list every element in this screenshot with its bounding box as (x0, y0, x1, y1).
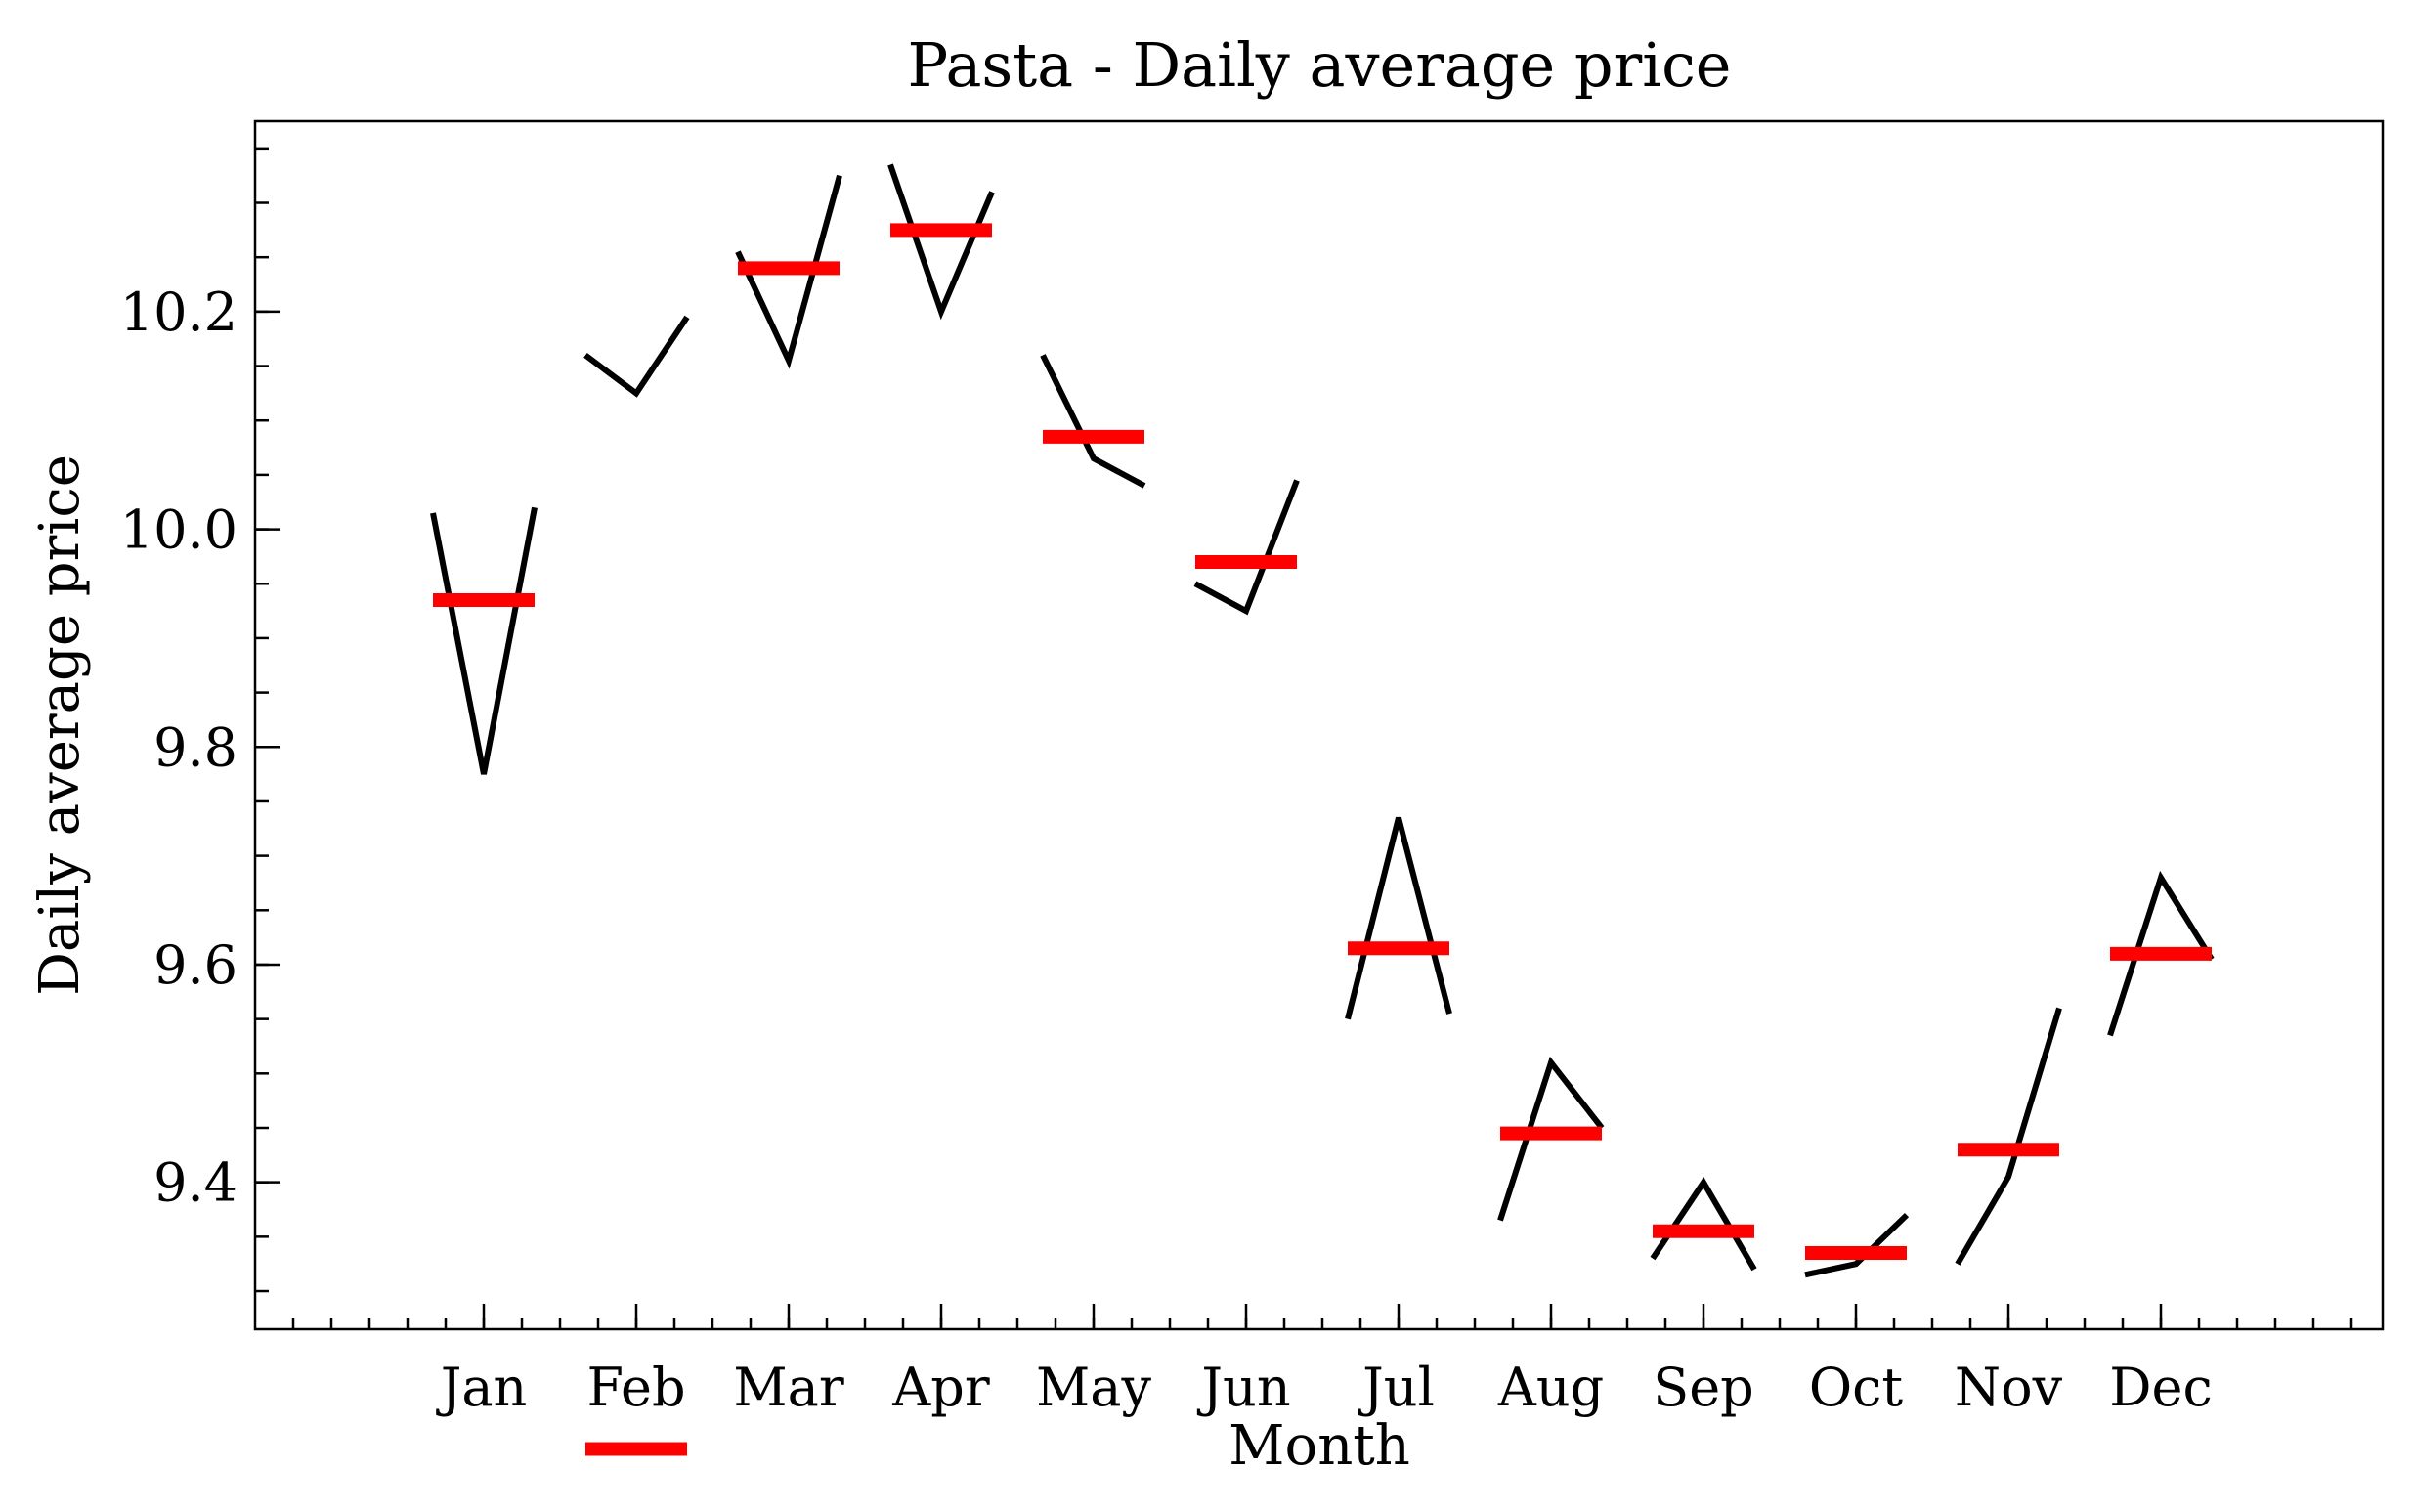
x-tick-label-aug: Aug (1497, 1357, 1604, 1418)
y-tick-label: 9.8 (153, 716, 237, 778)
subseries-line-jan (430, 506, 538, 775)
x-axis: Jan Feb Mar Apr May Jun Jul Aug Sep Oct Nov Dec (291, 1304, 2353, 1418)
mean-markers (433, 223, 2212, 1456)
x-tick-label-dec: Dec (2109, 1357, 2213, 1418)
subseries-line-jul (1345, 816, 1452, 1020)
subseries-line-nov (1955, 1007, 2062, 1266)
y-axis-label: Daily average price (28, 454, 92, 996)
x-tick-label-oct: Oct (1809, 1357, 1904, 1418)
y-tick-label: 9.4 (153, 1152, 237, 1214)
x-tick-label-jul: Jul (1358, 1357, 1435, 1418)
plot-frame (253, 119, 2385, 1331)
x-tick-label-jun: Jun (1196, 1357, 1290, 1418)
y-axis: 9.4 9.6 9.8 10.0 10.2 (120, 147, 280, 1293)
chart-title: Pasta - Daily average price (908, 29, 1732, 101)
x-tick-label-nov: Nov (1955, 1357, 2063, 1418)
x-tick-label-may: May (1036, 1357, 1151, 1418)
y-tick-label: 10.0 (120, 499, 237, 561)
x-tick-label-mar: Mar (733, 1357, 843, 1418)
subseries-line-may (1040, 354, 1146, 489)
subseries-line-feb (583, 315, 690, 398)
x-tick-label-sep: Sep (1653, 1357, 1754, 1418)
subseries-line-aug (1497, 1056, 1605, 1222)
x-tick-label-jan: Jan (436, 1357, 528, 1418)
x-tick-label-feb: Feb (586, 1357, 685, 1418)
y-tick-label: 10.2 (120, 281, 237, 343)
y-tick-label: 9.6 (153, 934, 237, 996)
subseries-line-apr (887, 163, 995, 321)
subseries-line-dec (2107, 870, 2215, 1037)
x-axis-label: Month (1229, 1414, 1410, 1478)
subseries-line-jun (1193, 479, 1300, 616)
subseries-line-oct (1804, 1212, 1910, 1278)
series-lines (430, 163, 2215, 1278)
subseries-line-mar (735, 174, 842, 369)
x-tick-label-apr: Apr (891, 1357, 990, 1418)
